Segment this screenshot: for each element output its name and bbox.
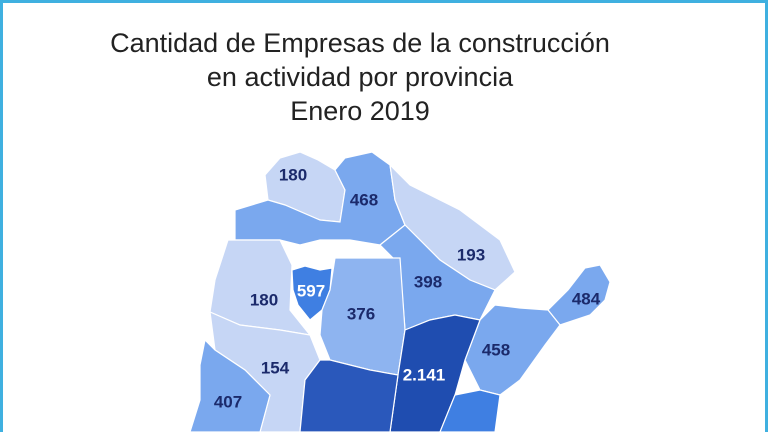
- province-count: 180: [279, 165, 307, 184]
- title-line: Cantidad de Empresas de la construcción: [110, 28, 610, 58]
- title-line: en actividad por provincia: [207, 62, 514, 92]
- province: [464, 304, 561, 396]
- province: [189, 338, 271, 432]
- province-labels: 180 468 193 398 484 180 597 376 458 154 …: [214, 165, 601, 411]
- province-count: 2.141: [403, 365, 446, 384]
- province-count: 154: [261, 358, 290, 377]
- province-count: 180: [250, 290, 278, 309]
- province-count: 597: [297, 281, 325, 300]
- province-count: 468: [350, 190, 378, 209]
- province-count: 458: [482, 340, 510, 359]
- province-count: 484: [572, 289, 601, 308]
- title-line: Enero 2019: [290, 96, 430, 126]
- provinces: [189, 151, 611, 432]
- province: [547, 264, 611, 326]
- province-count: 376: [347, 304, 375, 323]
- province-count: 193: [457, 245, 485, 264]
- province: [439, 389, 501, 432]
- province-count: 407: [214, 392, 242, 411]
- province: [299, 359, 399, 432]
- province-count: 398: [414, 272, 442, 291]
